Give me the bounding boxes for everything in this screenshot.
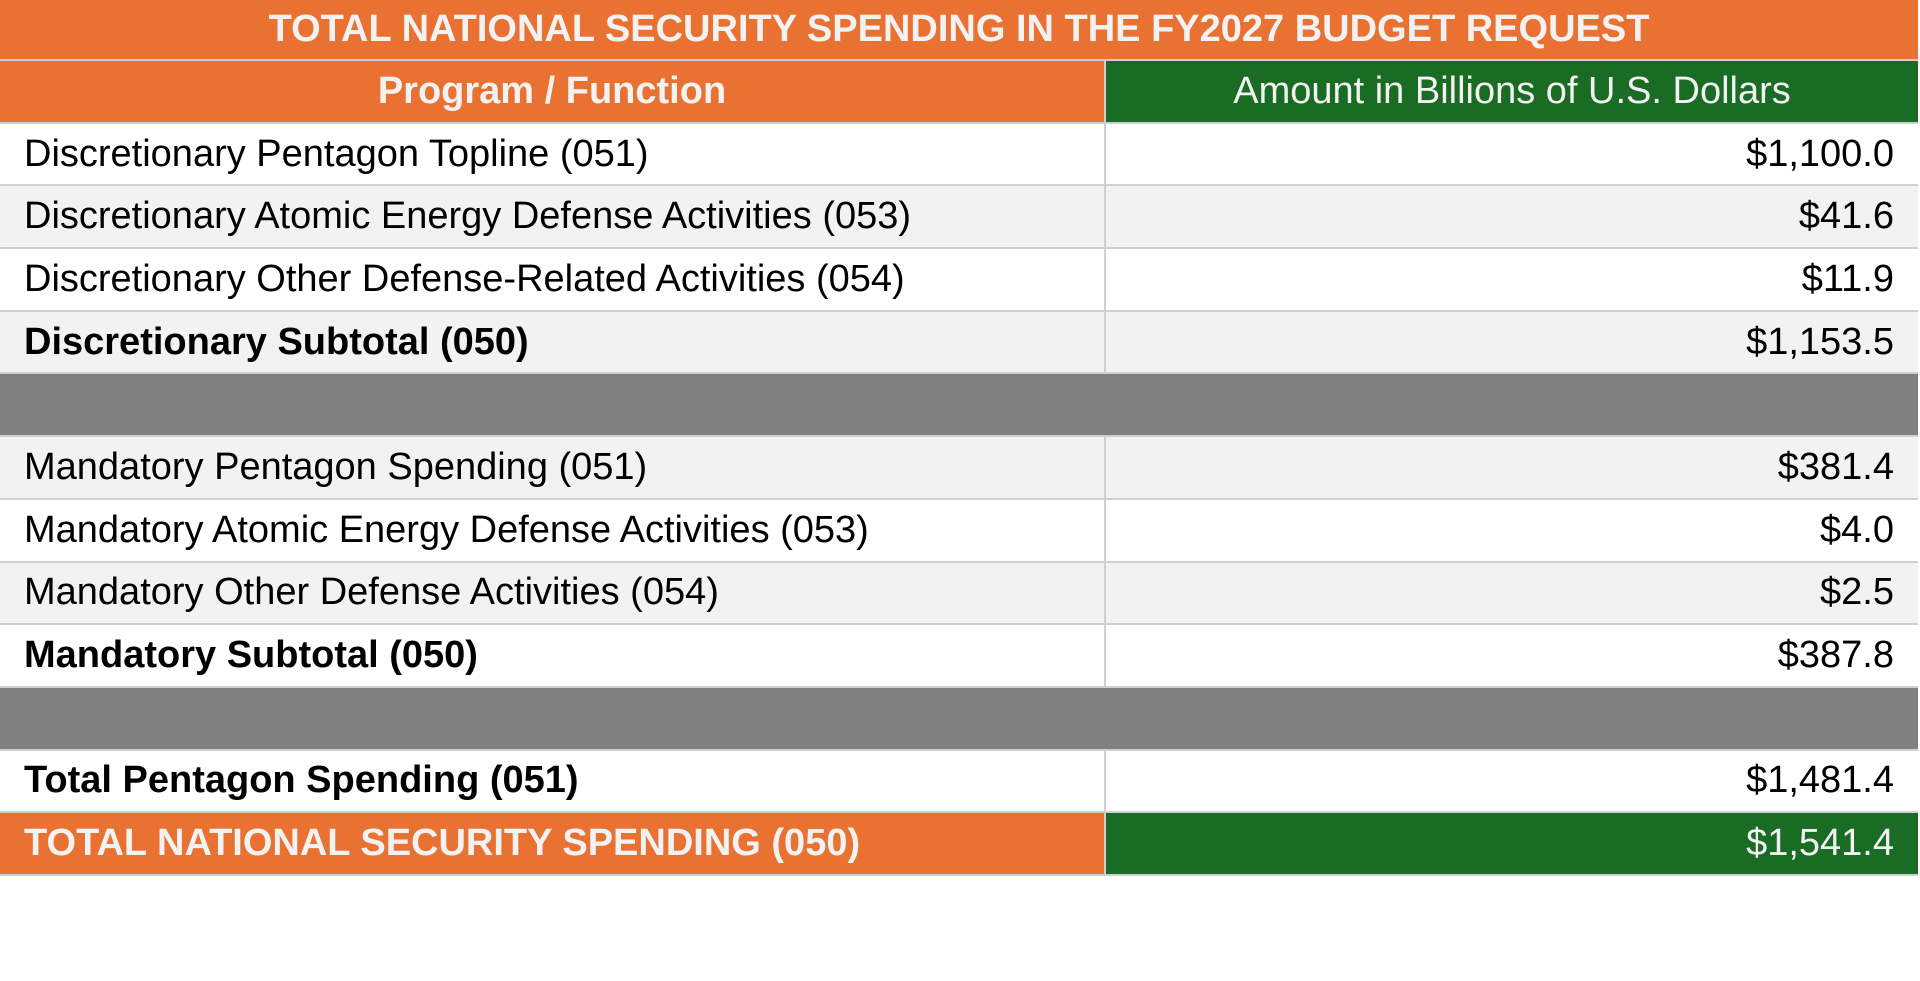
- table-row: Mandatory Other Defense Activities (054)…: [0, 562, 1918, 626]
- row-amount: $1,100.0: [1746, 132, 1894, 175]
- row-amount: $1,153.5: [1746, 320, 1894, 363]
- separator-row: [0, 374, 1918, 438]
- row-amount: $2.5: [1820, 571, 1894, 614]
- total-row: Total Pentagon Spending (051) $1,481.4: [0, 750, 1918, 814]
- row-label: Discretionary Other Defense-Related Acti…: [0, 249, 1106, 310]
- table-title: TOTAL NATIONAL SECURITY SPENDING IN THE …: [0, 0, 1918, 61]
- subtotal-row: Mandatory Subtotal (050) $387.8: [0, 625, 1918, 688]
- separator-cell: [0, 688, 1106, 749]
- row-amount: $4.0: [1820, 508, 1894, 551]
- row-label: TOTAL NATIONAL SECURITY SPENDING (050): [0, 813, 1106, 874]
- separator-row: [0, 687, 1918, 751]
- subtotal-row: Discretionary Subtotal (050) $1,153.5: [0, 311, 1918, 375]
- table-row: Mandatory Pentagon Spending (051) $381.4: [0, 437, 1918, 500]
- table-row: Discretionary Atomic Energy Defense Acti…: [0, 186, 1918, 250]
- row-amount: $1,541.4: [1106, 813, 1918, 874]
- header-program: Program / Function: [0, 61, 1106, 122]
- row-label: Mandatory Other Defense Activities (054): [0, 562, 1106, 624]
- row-amount: $41.6: [1798, 195, 1894, 238]
- row-label: Mandatory Atomic Energy Defense Activiti…: [0, 499, 1106, 561]
- separator-cell: [0, 374, 1106, 435]
- table-row: Discretionary Pentagon Topline (051) $1,1…: [0, 123, 1918, 187]
- row-amount: $1,481.4: [1746, 759, 1894, 802]
- row-label: Discretionary Subtotal (050): [0, 311, 1106, 373]
- row-label: Total Pentagon Spending (051): [0, 750, 1106, 812]
- row-label: Mandatory Pentagon Spending (051): [0, 437, 1106, 498]
- budget-table: TOTAL NATIONAL SECURITY SPENDING IN THE …: [0, 0, 1918, 876]
- row-amount: $11.9: [1801, 257, 1894, 300]
- row-label: Discretionary Atomic Energy Defense Acti…: [0, 186, 1106, 248]
- table-row: Mandatory Atomic Energy Defense Activiti…: [0, 499, 1918, 563]
- header-amount: Amount in Billions of U.S. Dollars: [1106, 61, 1918, 122]
- table-row: Discretionary Other Defense-Related Acti…: [0, 249, 1918, 312]
- grand-total-row: TOTAL NATIONAL SECURITY SPENDING (050) $1…: [0, 813, 1918, 876]
- row-amount: $381.4: [1777, 445, 1894, 488]
- row-label: Discretionary Pentagon Topline (051): [0, 123, 1106, 185]
- header-row: Program / Function Amount in Billions of…: [0, 61, 1918, 124]
- row-label: Mandatory Subtotal (050): [0, 625, 1106, 686]
- row-amount: $387.8: [1777, 634, 1894, 677]
